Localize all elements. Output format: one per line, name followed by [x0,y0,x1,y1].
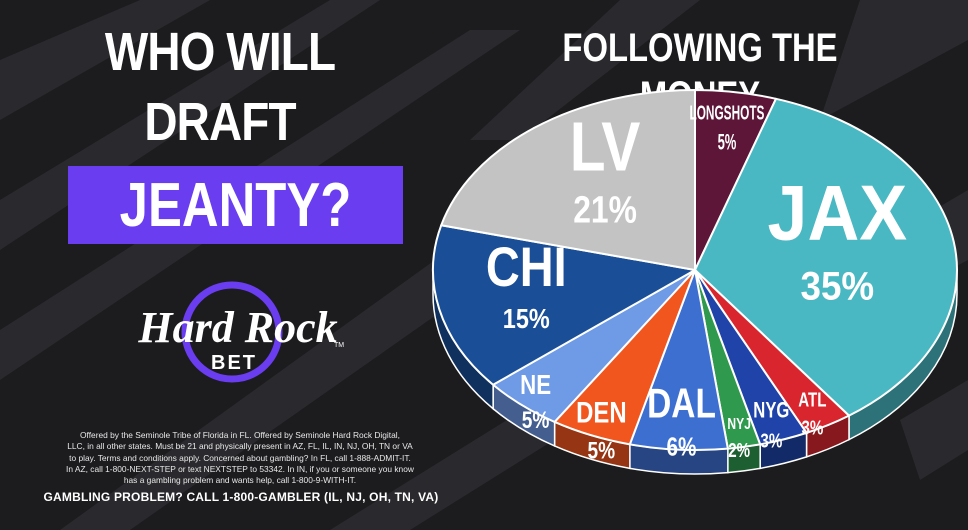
slice-label-value: 3% [760,430,782,453]
slice-label-group: CHI 15% [486,235,567,334]
pie-slice-jax [694,97,958,417]
slice-label-value: 6% [667,432,697,461]
slice-label-value: 35% [801,264,875,309]
headline-line-2: DRAFT [144,92,296,152]
slice-label-name: DEN [576,395,626,429]
slice-label-name: LONGSHOTS [690,102,765,124]
slice-label-group: DAL 6% [647,381,716,461]
slice-label-group: NE 5% [520,370,551,434]
slice-label-name: DAL [647,381,716,427]
slice-label-value: 5% [718,130,737,154]
pie-slice-chi [432,224,696,386]
slice-label-group: LONGSHOTS 5% [690,102,765,154]
slice-label-value: 5% [588,437,616,465]
logo-subtitle: BET [211,352,257,374]
pie-slice-lv [440,89,696,271]
headline-line-3: JEANTY? [119,171,352,240]
logo-trademark: TM [334,342,345,349]
disclaimer-line: has a gambling problem and wants help, c… [123,475,357,486]
pie-sides [432,269,958,475]
slice-label-name: JAX [768,169,908,256]
slice-label-group: ATL 3% [798,388,826,439]
disclaimer-line: LLC, in all other states. Must be 21 and… [67,441,413,452]
slice-label-group: NYG 3% [753,398,789,452]
slice-label-name: ATL [798,388,826,411]
headline-line-1: WHO WILL [104,22,336,82]
slice-label-value: 15% [503,304,550,334]
legal-disclaimer: Offered by the Seminole Tribe of Florida… [20,430,460,486]
disclaimer-line: to play. Terms and conditions apply. Con… [69,452,411,463]
slice-label-group: NYJ 2% [727,416,751,462]
slice-label-name: LV [570,107,641,185]
slice-label-group: JAX 35% [768,169,908,309]
slice-label-name: NE [520,370,551,401]
slice-label-name: NYJ [727,416,751,434]
slice-label-value: 3% [801,416,823,439]
slice-label-value: 2% [728,439,750,462]
hard-rock-bet-logo: Hard Rock BET TM [128,278,348,388]
slice-label-value: 21% [573,189,637,231]
gambling-helpline: GAMBLING PROBLEM? CALL 1-800-GAMBLER (IL… [43,490,439,504]
pie-slices [432,89,958,451]
logo-ring-icon [181,281,283,383]
logo-wordmark: Hard Rock [138,303,338,352]
disclaimer-line: Offered by the Seminole Tribe of Florida… [80,430,400,440]
headline-highlight-box [68,166,403,244]
disclaimer-line: In AZ, call 1-800-NEXT-STEP or text NEXT… [66,463,414,474]
pie-labels: LONGSHOTS 5% JAX 35% ATL 3% NYG 3% NYJ 2% DAL 6% DEN… [486,102,907,464]
slice-label-name: NYG [753,398,789,423]
slice-label-name: CHI [486,235,567,298]
slice-label-group: DEN 5% [576,395,626,464]
slice-label-value: 5% [522,406,550,434]
